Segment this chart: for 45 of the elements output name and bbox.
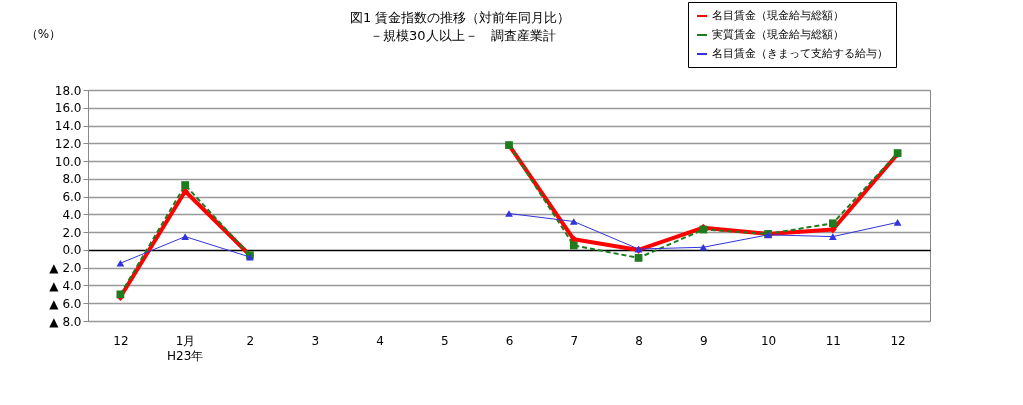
y-tick-label: 12.0 (54, 136, 82, 151)
x-tick-label: 1月 (175, 333, 196, 348)
x-tick-label: 11 (825, 333, 841, 348)
legend-label: 実質賃金（現金給与総額） (712, 28, 844, 41)
x-tick-label: 12 (113, 333, 129, 348)
point (893, 219, 902, 226)
point (828, 233, 837, 240)
x-tick-label: 4 (376, 333, 384, 348)
y-tick-label: 18.0 (54, 83, 82, 98)
x-tick-label: 3 (311, 333, 320, 348)
y-tick-label: 4.0 (62, 207, 82, 222)
point (116, 259, 125, 267)
point (181, 181, 190, 189)
legend-label: 名目賃金（現金給与総額） (712, 9, 844, 22)
y-tick-label: ▲ 8.0 (49, 314, 82, 329)
x-tick-label: 9 (699, 333, 708, 348)
y-tick-label: 16.0 (54, 101, 82, 116)
y-tick-label: ▲ 2.0 (49, 261, 82, 276)
y-tick-label: ▲ 4.0 (49, 278, 82, 293)
point (505, 210, 513, 217)
x-tick-label: 8 (635, 333, 643, 348)
point (699, 243, 708, 251)
text: H23年 (167, 349, 204, 363)
x-tick-label: 12 (890, 333, 906, 348)
point (828, 219, 837, 228)
x-tick-label: 7 (570, 333, 579, 348)
point (569, 218, 578, 225)
x-tick-label: 10 (760, 333, 777, 348)
legend-label: 名目賃金（きまって支給する給与） (712, 47, 888, 60)
point (181, 233, 190, 240)
y-tick-label: 0.0 (62, 243, 82, 258)
x-tick-label: 6 (505, 333, 514, 348)
y-tick-label: 8.0 (62, 172, 82, 187)
y-tick-label: 14.0 (54, 119, 82, 134)
y-tick-label: 10.0 (54, 154, 82, 169)
y-tick-label: ▲ 6.0 (49, 296, 82, 311)
y-tick-label: 6.0 (62, 190, 82, 205)
chart-subtitle: －規模30人以上－ 調査産業計 (370, 28, 556, 43)
point (569, 241, 578, 250)
y-axis-title: （%） (25, 26, 62, 41)
chart-title: 図1 賃金指数の推移（対前年同月比） (350, 10, 571, 25)
x-tick-label: 5 (440, 333, 449, 348)
x-tick-label: 2 (246, 333, 255, 348)
point (634, 254, 643, 262)
y-tick-label: 2.0 (62, 225, 82, 240)
